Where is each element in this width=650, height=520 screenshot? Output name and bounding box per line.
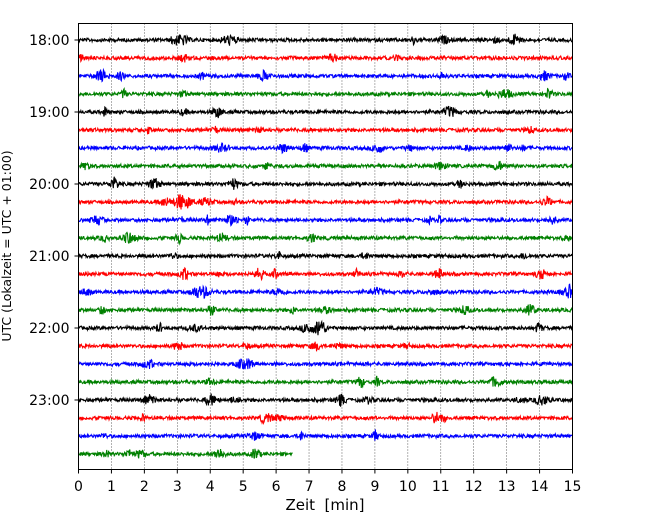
- trace-2200: [78, 319, 574, 336]
- trace-2000: [78, 176, 574, 190]
- y-axis-ticks: 18:00 19:00 20:00 21:00 22:00 23:00: [29, 33, 79, 409]
- trace-2245: [78, 375, 574, 389]
- trace-2145: [78, 303, 573, 316]
- plot-frame: [78, 23, 573, 470]
- y-tick-label-2200: 22:00: [29, 321, 69, 337]
- y-tick-label-2100: 21:00: [29, 249, 69, 265]
- y-tick-label-2000: 20:00: [29, 177, 69, 193]
- y-tick-label-1800: 18:00: [29, 33, 69, 49]
- x-tick-label-13: 13: [498, 479, 516, 495]
- x-axis-ticks: 0 1 2 3 4 5 6 7 8 9 10 11 12 13 14 15: [74, 469, 582, 495]
- x-tick-label-7: 7: [305, 479, 314, 495]
- vertical-gridlines: [111, 23, 540, 470]
- trace-2045: [78, 231, 574, 246]
- x-tick-label-10: 10: [399, 479, 417, 495]
- x-tick-label-5: 5: [239, 479, 248, 495]
- trace-1845: [77, 86, 574, 100]
- x-tick-label-6: 6: [272, 479, 281, 495]
- x-tick-label-4: 4: [206, 479, 215, 495]
- trace-1945: [78, 160, 574, 171]
- x-tick-label-15: 15: [564, 479, 582, 495]
- y-tick-label-2300: 23:00: [29, 393, 69, 409]
- x-tick-label-1: 1: [107, 479, 116, 495]
- x-tick-label-8: 8: [338, 479, 347, 495]
- trace-1900: [77, 105, 573, 119]
- trace-2030: [78, 214, 574, 227]
- x-tick-label-14: 14: [531, 479, 549, 495]
- seismic-traces: [77, 33, 574, 459]
- trace-1830: [77, 67, 574, 83]
- y-axis-label: UTC (Lokalzeit = UTC + 01:00): [0, 150, 14, 341]
- trace-2330: [77, 429, 574, 441]
- x-tick-label-3: 3: [173, 479, 182, 495]
- trace-1815: [77, 53, 573, 64]
- trace-2230: [78, 357, 573, 370]
- x-tick-label-9: 9: [370, 479, 379, 495]
- trace-2315: [77, 411, 573, 426]
- trace-2300: [78, 393, 574, 407]
- x-tick-label-12: 12: [465, 479, 483, 495]
- trace-1915: [78, 125, 574, 135]
- trace-2015: [78, 194, 573, 210]
- x-axis-label: Zeit [min]: [285, 496, 364, 514]
- trace-1800: [78, 33, 573, 47]
- trace-1930: [77, 142, 573, 155]
- trace-2115: [78, 266, 573, 282]
- trace-2130: [78, 283, 574, 299]
- trace-2215: [78, 341, 573, 352]
- y-tick-label-1900: 19:00: [29, 105, 69, 121]
- x-tick-label-11: 11: [432, 479, 450, 495]
- x-tick-label-0: 0: [74, 479, 83, 495]
- x-tick-label-2: 2: [140, 479, 149, 495]
- trace-2345: [78, 448, 293, 459]
- trace-2100: [78, 250, 574, 261]
